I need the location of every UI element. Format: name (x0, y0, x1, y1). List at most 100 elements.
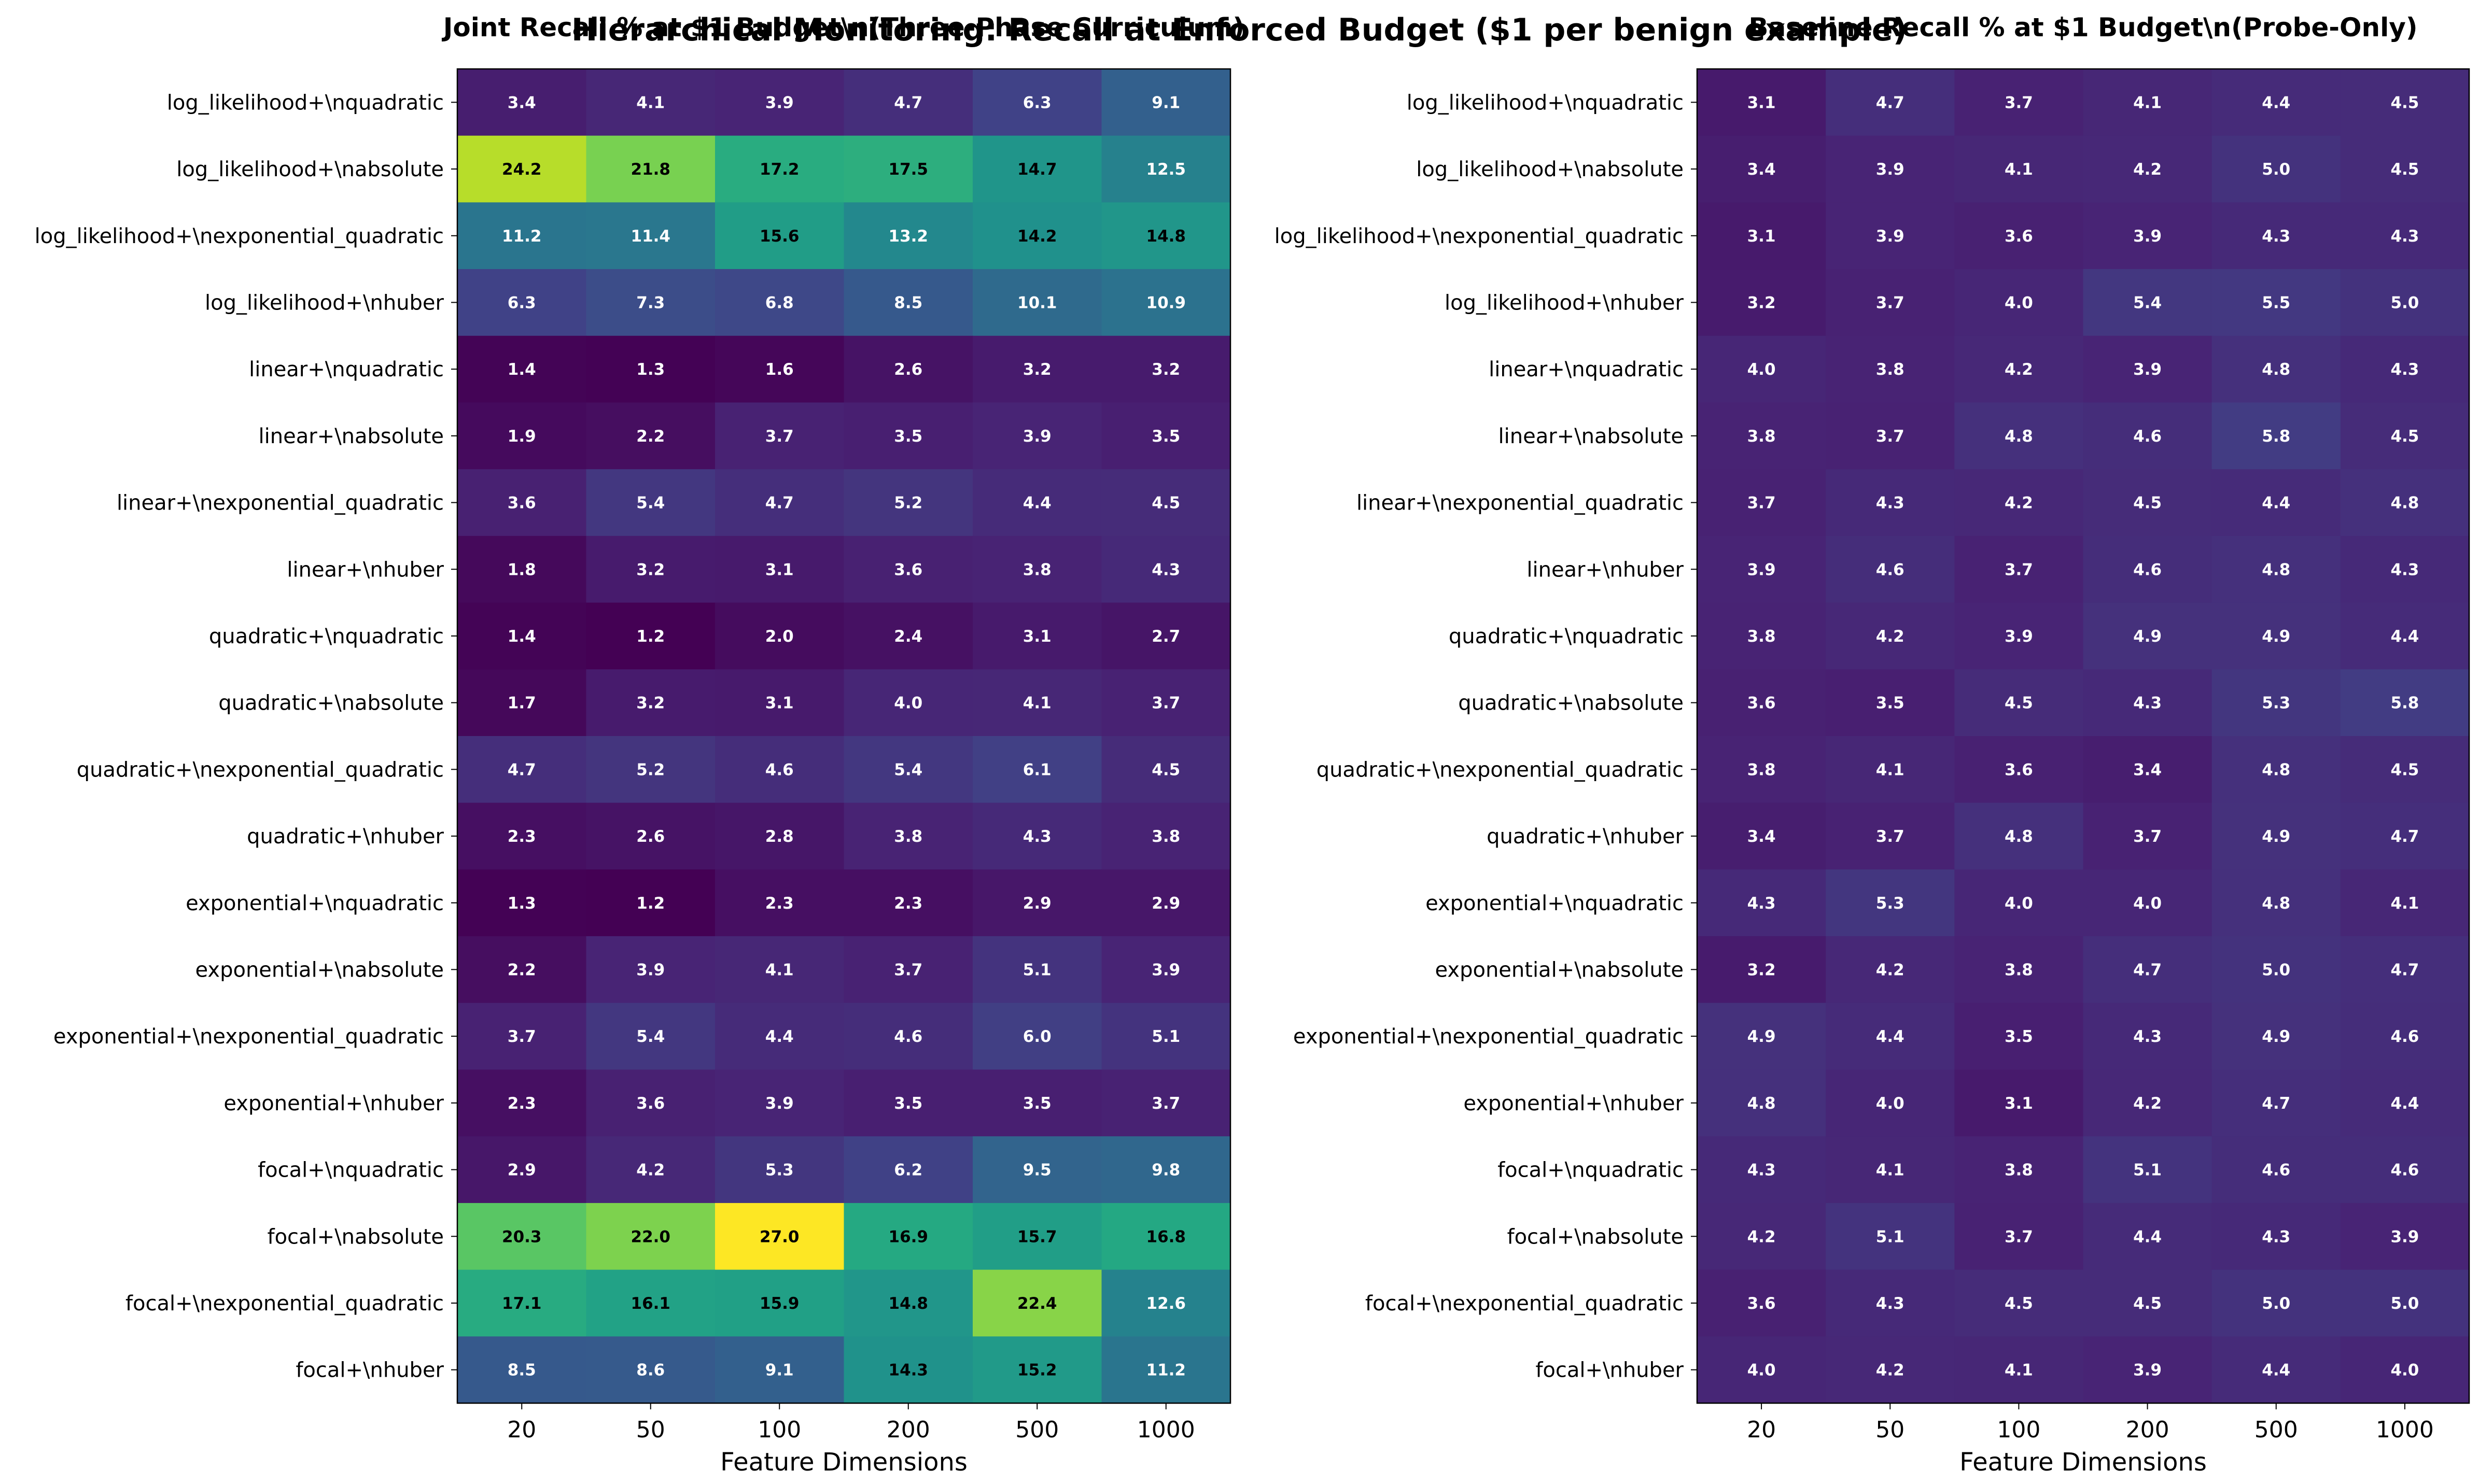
heatmap-cell (973, 1203, 1102, 1270)
cell-value-label: 4.8 (2262, 894, 2290, 913)
cell-value-label: 3.8 (894, 827, 922, 846)
cell-value-label: 5.0 (2390, 1294, 2419, 1313)
cell-value-label: 4.6 (765, 760, 794, 779)
heatmap-cell (457, 269, 587, 336)
cell-value-label: 3.2 (636, 560, 665, 579)
heatmap-cell (715, 1269, 845, 1337)
heatmap-cell (2211, 602, 2341, 670)
heatmap-cell (457, 1336, 587, 1404)
heatmap-cell (715, 335, 845, 403)
heatmap-cell (586, 602, 716, 670)
cell-value-label: 5.4 (636, 494, 665, 513)
heatmap-cell (973, 535, 1102, 603)
heatmap-cell (2340, 669, 2470, 737)
cell-value-label: 4.2 (1747, 1227, 1776, 1246)
heatmap-cell (1101, 736, 1231, 803)
cell-value-label: 4.0 (2005, 894, 2033, 913)
heatmap-cell (457, 669, 587, 737)
heatmap-cell (2211, 1269, 2341, 1337)
y-tick-label: linear+\nquadratic (249, 358, 444, 381)
heatmap-cell (2340, 1136, 2470, 1204)
cell-value-label: 16.1 (631, 1294, 671, 1313)
heatmap-cell (2340, 402, 2470, 470)
heatmap-cell (2340, 802, 2470, 870)
cell-value-label: 3.7 (2005, 560, 2033, 579)
y-tick-label: focal+\nexponential_quadratic (1365, 1292, 1684, 1316)
cell-value-label: 3.7 (894, 960, 922, 979)
heatmap-cell (973, 1269, 1102, 1337)
heatmap-cell (715, 1336, 845, 1404)
heatmap-cell (1101, 135, 1231, 203)
cell-value-label: 4.3 (1023, 827, 1052, 846)
cell-value-label: 1.7 (508, 694, 536, 713)
y-tick-label: log_likelihood+\nexponential_quadratic (35, 224, 444, 248)
cell-value-label: 4.0 (2390, 1361, 2419, 1380)
cell-value-label: 4.2 (1876, 627, 1904, 646)
y-tick-label: quadratic+\nexponential_quadratic (1316, 758, 1684, 782)
cell-value-label: 4.6 (2133, 427, 2162, 446)
cell-value-label: 4.0 (1747, 1361, 1776, 1380)
y-tick-label: log_likelihood+\nabsolute (1416, 158, 1684, 181)
heatmap-cell (2083, 1203, 2212, 1270)
cell-value-label: 3.8 (1747, 760, 1776, 779)
heatmap-cell (973, 1002, 1102, 1070)
heatmap-cell (715, 402, 845, 470)
heatmap-cell (1954, 202, 2084, 270)
heatmap-cell (2211, 669, 2341, 737)
cell-value-label: 3.8 (2005, 960, 2033, 979)
y-tick-label: exponential+\nabsolute (195, 958, 444, 982)
cell-value-label: 3.8 (1876, 360, 1904, 379)
cell-value-label: 4.5 (2005, 1294, 2033, 1313)
heatmap-cell (2340, 69, 2470, 136)
cell-value-label: 2.4 (894, 627, 922, 646)
cell-value-label: 4.0 (1876, 1094, 1904, 1113)
cell-value-label: 3.4 (1747, 160, 1776, 179)
cell-value-label: 3.9 (765, 93, 794, 112)
heatmap-cell (2211, 269, 2341, 336)
cell-value-label: 3.8 (1747, 627, 1776, 646)
cell-value-label: 6.2 (894, 1161, 922, 1180)
cell-value-label: 3.5 (2005, 1027, 2033, 1046)
x-tick-label: 200 (887, 1417, 930, 1443)
heatmap-cell (1826, 402, 1955, 470)
cell-value-label: 9.1 (1152, 93, 1180, 112)
cell-value-label: 4.7 (508, 760, 536, 779)
heatmap-cell (973, 1136, 1102, 1204)
cell-value-label: 4.3 (1747, 894, 1776, 913)
y-tick-label: focal+\nabsolute (1507, 1225, 1684, 1249)
y-tick-label: linear+\nabsolute (259, 425, 444, 448)
heatmap-cell (1101, 69, 1231, 136)
panel-title: Baseline Recall % at $1 Budget\n(Probe-O… (1748, 12, 2417, 43)
heatmap-cell (973, 736, 1102, 803)
heatmap-cell (844, 1002, 973, 1070)
cell-value-label: 3.7 (508, 1027, 536, 1046)
cell-value-label: 4.9 (2262, 627, 2290, 646)
cell-value-label: 3.8 (1747, 427, 1776, 446)
cell-value-label: 3.9 (2133, 360, 2162, 379)
heatmap-cell (457, 936, 587, 1004)
heatmap-cell (973, 869, 1102, 937)
panel-joint-recall: Joint Recall % at $1 Budget\n(Three-Phas… (35, 12, 1245, 1477)
y-tick-label: linear+\nquadratic (1489, 358, 1684, 381)
cell-value-label: 4.2 (2005, 494, 2033, 513)
heatmap-cell (2340, 269, 2470, 336)
heatmap-cell (2083, 335, 2212, 403)
heatmap-cell (2340, 936, 2470, 1004)
cell-value-label: 20.3 (502, 1227, 542, 1246)
heatmap-cell (1826, 1002, 1955, 1070)
cell-value-label: 4.7 (894, 93, 922, 112)
heatmap-cell (1697, 602, 1826, 670)
cell-value-label: 4.4 (2262, 1361, 2290, 1380)
y-tick-label: focal+\nhuber (1535, 1359, 1684, 1382)
heatmap-cell (1697, 402, 1826, 470)
cell-value-label: 5.8 (2262, 427, 2290, 446)
heatmap-cell (2083, 1002, 2212, 1070)
heatmap-cell (844, 1136, 973, 1204)
heatmap-cell (715, 469, 845, 536)
heatmap-cell (586, 269, 716, 336)
cell-value-label: 3.4 (2133, 760, 2162, 779)
heatmap-cell (586, 202, 716, 270)
heatmap-cell (2211, 402, 2341, 470)
heatmap-cell (1101, 202, 1231, 270)
